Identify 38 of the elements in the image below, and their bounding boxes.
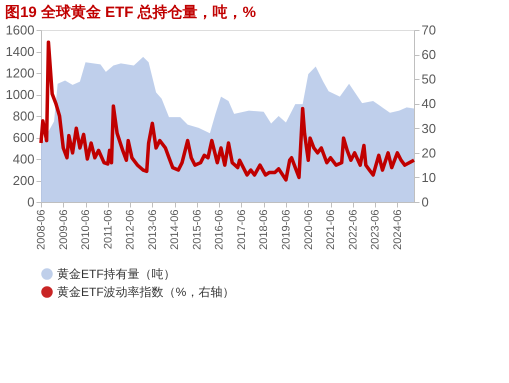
x-tick-label: 2010-06 <box>80 210 92 250</box>
y2-tick-label: 10 <box>422 170 436 185</box>
y-tick-label: 600 <box>12 130 34 145</box>
y-tick-label: 400 <box>12 152 34 166</box>
y2-tick-label: 20 <box>422 145 436 160</box>
legend-label: 黄金ETF波动率指数（%，右轴） <box>57 285 234 299</box>
y2-tick-label: 0 <box>422 194 429 210</box>
y-tick-label: 200 <box>12 173 34 188</box>
line-series <box>39 40 416 182</box>
y-tick-label: 1600 <box>6 22 34 38</box>
x-tick-label: 2022-06 <box>347 210 360 250</box>
x-tick-label: 2021-06 <box>325 210 338 250</box>
y-tick-label: 1000 <box>6 87 34 102</box>
y-tick-label: 0 <box>27 194 34 210</box>
y2-tick-label: 60 <box>422 47 436 62</box>
chart-title: 图19 全球黄金 ETF 总持仓量，吨，% <box>5 4 256 21</box>
y-tick-label: 1400 <box>6 44 34 59</box>
x-tick-label: 2013-06 <box>146 210 159 250</box>
x-tick-label: 2019-06 <box>280 210 292 250</box>
x-tick-label: 2017-06 <box>236 210 248 250</box>
y2-tick-label: 50 <box>422 72 436 87</box>
y2-tick-label: 30 <box>422 120 436 136</box>
y2-tick-label: 40 <box>422 96 436 112</box>
x-tick-label: 2008-06 <box>36 210 48 250</box>
x-tick-label: 2009-06 <box>58 210 70 250</box>
x-tick-label: 2023-06 <box>370 210 382 250</box>
x-tick-label: 2014-06 <box>169 210 182 250</box>
x-tick-label: 2020-06 <box>302 210 315 250</box>
x-tick-label: 2018-06 <box>258 210 270 250</box>
y-tick-label: 1200 <box>6 66 34 80</box>
x-tick-label: 2011-06 <box>102 210 114 250</box>
x-tick-label: 2015-06 <box>191 210 204 250</box>
y2-tick-label: 70 <box>422 22 436 38</box>
x-tick-label: 2024-06 <box>392 210 404 250</box>
x-tick-label: 2016-06 <box>214 210 226 250</box>
legend-label: 黄金ETF持有量（吨） <box>57 267 176 281</box>
y-tick-label: 800 <box>12 108 34 124</box>
x-tick-label: 2012-06 <box>124 210 137 250</box>
